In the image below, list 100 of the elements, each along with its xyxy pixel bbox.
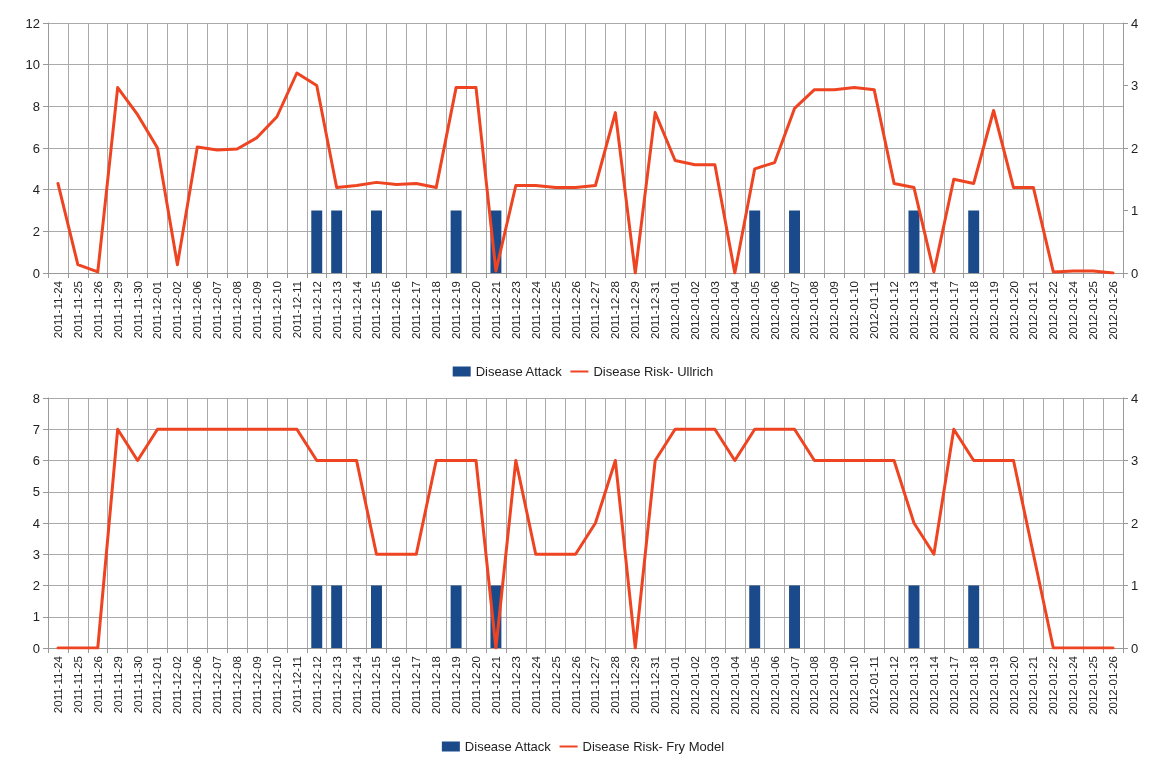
x-tick-label: 2011-12-14 [350,655,363,714]
x-tick-label: 2012-01-13 [907,281,920,340]
x-tick-label: 2011-12-21 [489,281,502,339]
y2-tick-label: 2 [1131,140,1139,156]
x-tick-label: 2011-12-10 [270,281,283,339]
y-tick-label: 2 [32,578,40,593]
x-tick-label: 2011-12-27 [589,656,602,714]
y-tick-label: 10 [25,57,40,73]
y2-tick-label: 1 [1131,203,1139,218]
x-tick-label: 2012-01-13 [907,656,920,715]
x-tick-label: 2011-12-31 [649,281,662,339]
x-tick-label: 2011-11-30 [131,656,144,714]
x-tick-label: 2012-01-25 [1087,281,1100,340]
x-tick-label: 2012-01-19 [987,281,1000,340]
x-tick-label: 2012-01-12 [888,656,901,715]
legend-label: Disease Attack [464,739,552,754]
legend-label: Disease Risk- Ullrich [593,364,714,379]
x-tick-label: 2012-01-10 [848,656,861,715]
x-tick-label: 2011-11-30 [131,281,144,339]
x-tick-label: 2011-12-20 [470,656,483,714]
x-tick-label: 2012-01-17 [947,281,960,340]
y-tick-label: 8 [32,390,40,406]
x-tick-label: 2011-12-23 [509,281,522,339]
x-tick-label: 2011-12-18 [430,281,443,339]
legend-label: Disease Attack [475,364,563,379]
y-tick-label: 8 [32,98,40,114]
x-tick-label: 2011-12-14 [350,280,363,339]
x-tick-label: 2011-12-12 [310,656,323,714]
y-tick-label: 6 [32,453,40,468]
x-tick-label: 2012-01-18 [967,656,980,715]
x-tick-label: 2011-12-28 [609,281,622,339]
x-tick-label: 2011-12-17 [410,656,423,714]
x-tick-label: 2012-01-07 [788,656,801,715]
x-tick-label: 2011-12-25 [549,281,562,339]
y-tick-label: 5 [32,484,40,500]
x-tick-label: 2011-12-01 [151,281,164,339]
x-tick-label: 2011-12-23 [509,656,522,714]
x-tick-label: 2012-01-05 [748,281,761,340]
x-tick-label: 2011-12-15 [370,281,383,339]
x-tick-label: 2011-12-27 [589,281,602,339]
x-tick-label: 2012-01-09 [828,656,841,715]
x-tick-label: 2012-01-05 [748,656,761,715]
x-tick-label: 2012-01-02 [688,281,701,340]
x-tick-label: 2011-12-24 [529,655,542,714]
x-tick-label: 2012-01-01 [669,656,682,715]
x-tick-label: 2011-12-25 [549,656,562,714]
x-tick-label: 2011-12-26 [569,281,582,339]
x-tick-label: 2012-01-21 [1027,281,1040,340]
y-tick-label: 6 [32,140,40,156]
x-tick-label: 2011-12-18 [430,656,443,714]
x-tick-label: 2012-01-03 [708,281,721,340]
x-tick-label: 2011-11-24 [51,280,64,339]
y-tick-label: 7 [32,421,40,437]
x-tick-label: 2011-12-29 [629,656,642,714]
x-tick-label: 2012-01-08 [808,656,821,715]
y2-tick-label: 2 [1131,515,1139,531]
x-tick-label: 2012-01-01 [669,281,682,340]
x-tick-label: 2011-12-19 [450,281,463,339]
x-tick-label: 2011-12-13 [330,281,343,339]
x-tick-label: 2012-01-24 [1067,655,1080,715]
x-tick-label: 2011-12-15 [370,656,383,714]
x-tick-label: 2012-01-11 [868,656,881,714]
y-tick-label: 12 [25,15,40,31]
x-tick-label: 2011-12-16 [390,656,403,714]
x-tick-label: 2012-01-03 [708,656,721,715]
x-tick-label: 2011-12-09 [251,281,264,339]
x-tick-label: 2012-01-10 [848,281,861,340]
x-tick-label: 2011-12-07 [211,656,224,714]
x-tick-label: 2011-11-25 [71,281,84,339]
x-tick-label: 2012-01-14 [927,280,940,340]
y2-tick-label: 3 [1131,78,1139,93]
x-tick-label: 2012-01-04 [728,655,741,715]
x-tick-label: 2011-11-26 [91,656,104,714]
x-tick-label: 2011-11-29 [111,281,124,339]
y2-tick-label: 4 [1131,15,1139,31]
x-tick-label: 2012-01-25 [1087,656,1100,715]
x-tick-label: 2012-01-06 [768,656,781,715]
y-tick-label: 2 [32,223,40,239]
x-tick-label: 2011-12-26 [569,656,582,714]
x-tick-label: 2012-01-24 [1067,280,1080,340]
x-tick-label: 2011-12-19 [450,656,463,714]
x-tick-label: 2011-12-16 [390,281,403,339]
y2-tick-label: 4 [1131,390,1139,406]
x-tick-label: 2011-12-06 [191,281,204,339]
x-tick-label: 2011-12-08 [231,656,244,714]
x-tick-label: 2011-12-24 [529,280,542,339]
x-tick-label: 2011-11-24 [51,655,64,714]
x-tick-label: 2012-01-12 [888,281,901,340]
line-series [56,427,1115,650]
y2-tick-label: 0 [1131,265,1139,281]
x-tick-label: 2011-11-29 [111,656,124,714]
y-tick-label: 4 [32,182,40,198]
x-tick-label: 2012-01-20 [1007,656,1020,715]
y-tick-label: 0 [32,640,40,656]
y-tick-label: 1 [32,609,40,625]
x-tick-label: 2011-11-25 [71,656,84,714]
x-tick-label: 2011-12-06 [191,656,204,714]
x-tick-label: 2011-12-11 [290,281,303,339]
x-tick-label: 2012-01-07 [788,281,801,340]
x-tick-label: 2012-01-26 [1107,281,1120,340]
